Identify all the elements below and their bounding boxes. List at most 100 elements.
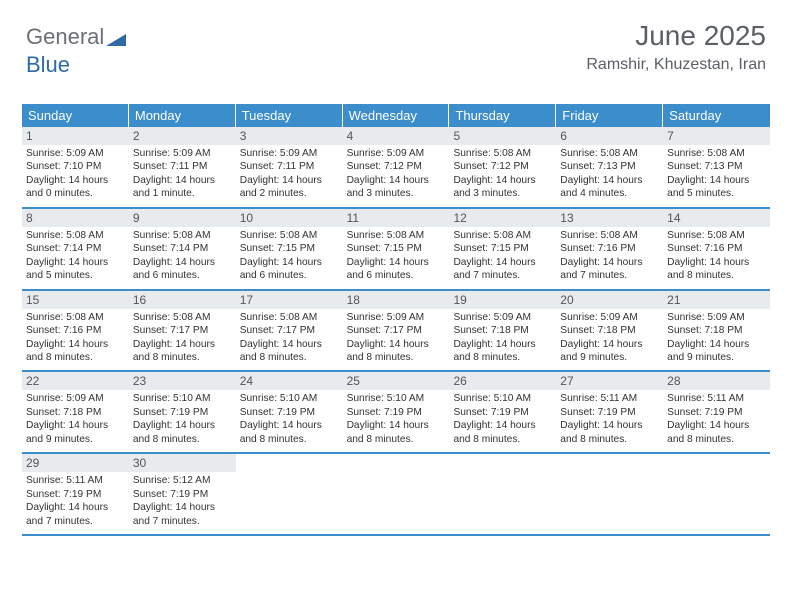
info-line: and 2 minutes. <box>240 187 339 200</box>
weekday-header: Wednesday <box>343 104 450 127</box>
day-cell: 30Sunrise: 5:12 AMSunset: 7:19 PMDayligh… <box>129 454 236 532</box>
info-line: Sunset: 7:12 PM <box>453 160 552 173</box>
day-info: Sunrise: 5:09 AMSunset: 7:17 PMDaylight:… <box>347 311 446 365</box>
info-line: Daylight: 14 hours <box>560 338 659 351</box>
info-line: and 0 minutes. <box>26 187 125 200</box>
info-line: Sunrise: 5:09 AM <box>26 392 125 405</box>
brand-logo: General Blue <box>26 24 126 78</box>
info-line: Daylight: 14 hours <box>133 419 232 432</box>
day-info: Sunrise: 5:10 AMSunset: 7:19 PMDaylight:… <box>347 392 446 446</box>
week-row: 15Sunrise: 5:08 AMSunset: 7:16 PMDayligh… <box>22 291 770 373</box>
info-line: Sunset: 7:19 PM <box>133 406 232 419</box>
info-line: Daylight: 14 hours <box>667 419 766 432</box>
info-line: and 9 minutes. <box>560 351 659 364</box>
weekday-header: Thursday <box>449 104 556 127</box>
day-cell <box>343 454 450 532</box>
info-line: Sunrise: 5:09 AM <box>133 147 232 160</box>
info-line: and 3 minutes. <box>347 187 446 200</box>
day-info: Sunrise: 5:08 AMSunset: 7:13 PMDaylight:… <box>560 147 659 201</box>
info-line: Daylight: 14 hours <box>453 338 552 351</box>
day-info: Sunrise: 5:09 AMSunset: 7:18 PMDaylight:… <box>453 311 552 365</box>
day-number: 1 <box>22 127 129 145</box>
day-info: Sunrise: 5:09 AMSunset: 7:12 PMDaylight:… <box>347 147 446 201</box>
info-line: Sunset: 7:19 PM <box>560 406 659 419</box>
info-line: Daylight: 14 hours <box>240 174 339 187</box>
info-line: Sunrise: 5:08 AM <box>133 229 232 242</box>
day-info: Sunrise: 5:11 AMSunset: 7:19 PMDaylight:… <box>667 392 766 446</box>
info-line: Daylight: 14 hours <box>347 174 446 187</box>
day-number: 8 <box>22 209 129 227</box>
day-info: Sunrise: 5:10 AMSunset: 7:19 PMDaylight:… <box>240 392 339 446</box>
day-number: 12 <box>449 209 556 227</box>
info-line: Sunset: 7:14 PM <box>26 242 125 255</box>
info-line: Sunset: 7:18 PM <box>453 324 552 337</box>
brand-text-1: General <box>26 24 104 49</box>
day-info: Sunrise: 5:11 AMSunset: 7:19 PMDaylight:… <box>26 474 125 528</box>
info-line: Sunrise: 5:08 AM <box>560 229 659 242</box>
info-line: Sunset: 7:19 PM <box>667 406 766 419</box>
day-info: Sunrise: 5:08 AMSunset: 7:14 PMDaylight:… <box>26 229 125 283</box>
day-number: 25 <box>343 372 450 390</box>
day-info: Sunrise: 5:08 AMSunset: 7:15 PMDaylight:… <box>453 229 552 283</box>
info-line: Sunset: 7:13 PM <box>667 160 766 173</box>
day-cell: 3Sunrise: 5:09 AMSunset: 7:11 PMDaylight… <box>236 127 343 205</box>
day-cell: 2Sunrise: 5:09 AMSunset: 7:11 PMDaylight… <box>129 127 236 205</box>
day-info: Sunrise: 5:08 AMSunset: 7:15 PMDaylight:… <box>347 229 446 283</box>
day-number: 22 <box>22 372 129 390</box>
day-info: Sunrise: 5:08 AMSunset: 7:14 PMDaylight:… <box>133 229 232 283</box>
info-line: Sunrise: 5:08 AM <box>560 147 659 160</box>
info-line: Sunset: 7:19 PM <box>133 488 232 501</box>
info-line: Sunrise: 5:08 AM <box>240 311 339 324</box>
info-line: Sunrise: 5:08 AM <box>667 229 766 242</box>
day-number: 9 <box>129 209 236 227</box>
info-line: and 9 minutes. <box>26 433 125 446</box>
info-line: Sunset: 7:18 PM <box>560 324 659 337</box>
info-line: Sunrise: 5:08 AM <box>133 311 232 324</box>
day-cell <box>663 454 770 532</box>
day-cell: 6Sunrise: 5:08 AMSunset: 7:13 PMDaylight… <box>556 127 663 205</box>
info-line: and 8 minutes. <box>667 269 766 282</box>
day-number: 21 <box>663 291 770 309</box>
info-line: and 8 minutes. <box>560 433 659 446</box>
info-line: Sunrise: 5:08 AM <box>667 147 766 160</box>
brand-triangle-icon <box>106 26 126 52</box>
info-line: and 8 minutes. <box>133 351 232 364</box>
info-line: Sunrise: 5:09 AM <box>240 147 339 160</box>
info-line: and 6 minutes. <box>133 269 232 282</box>
day-cell: 21 Sunrise: 5:09 AMSunset: 7:18 PMDayligh… <box>663 291 770 369</box>
info-line: and 8 minutes. <box>347 433 446 446</box>
brand-text-2: Blue <box>26 52 70 77</box>
info-line: Daylight: 14 hours <box>26 256 125 269</box>
day-cell: 25 Sunrise: 5:10 AMSunset: 7:19 PMDayligh… <box>343 372 450 450</box>
info-line: Sunset: 7:17 PM <box>133 324 232 337</box>
day-number: 27 <box>556 372 663 390</box>
info-line: Sunset: 7:17 PM <box>240 324 339 337</box>
info-line: Sunrise: 5:09 AM <box>26 147 125 160</box>
day-cell: 12 Sunrise: 5:08 AMSunset: 7:15 PMDayligh… <box>449 209 556 287</box>
day-number: 17 <box>236 291 343 309</box>
day-cell <box>236 454 343 532</box>
week-row: 8Sunrise: 5:08 AMSunset: 7:14 PMDaylight… <box>22 209 770 291</box>
day-number: 14 <box>663 209 770 227</box>
weekday-header-row: SundayMondayTuesdayWednesdayThursdayFrid… <box>22 104 770 127</box>
day-number: 15 <box>22 291 129 309</box>
info-line: Daylight: 14 hours <box>133 501 232 514</box>
info-line: Daylight: 14 hours <box>240 256 339 269</box>
info-line: Sunset: 7:10 PM <box>26 160 125 173</box>
day-cell: 24Sunrise: 5:10 AMSunset: 7:19 PMDayligh… <box>236 372 343 450</box>
day-number: 30 <box>129 454 236 472</box>
day-info: Sunrise: 5:11 AMSunset: 7:19 PMDaylight:… <box>560 392 659 446</box>
info-line: Sunset: 7:19 PM <box>347 406 446 419</box>
info-line: and 4 minutes. <box>560 187 659 200</box>
day-cell: 23Sunrise: 5:10 AMSunset: 7:19 PMDayligh… <box>129 372 236 450</box>
day-info: Sunrise: 5:09 AMSunset: 7:18 PMDaylight:… <box>667 311 766 365</box>
day-cell: 13Sunrise: 5:08 AMSunset: 7:16 PMDayligh… <box>556 209 663 287</box>
day-info: Sunrise: 5:09 AMSunset: 7:11 PMDaylight:… <box>133 147 232 201</box>
day-info: Sunrise: 5:09 AMSunset: 7:10 PMDaylight:… <box>26 147 125 201</box>
day-number: 16 <box>129 291 236 309</box>
weekday-header: Monday <box>129 104 236 127</box>
info-line: Daylight: 14 hours <box>26 174 125 187</box>
day-info: Sunrise: 5:10 AMSunset: 7:19 PMDaylight:… <box>453 392 552 446</box>
info-line: Sunrise: 5:08 AM <box>240 229 339 242</box>
day-cell: 10Sunrise: 5:08 AMSunset: 7:15 PMDayligh… <box>236 209 343 287</box>
